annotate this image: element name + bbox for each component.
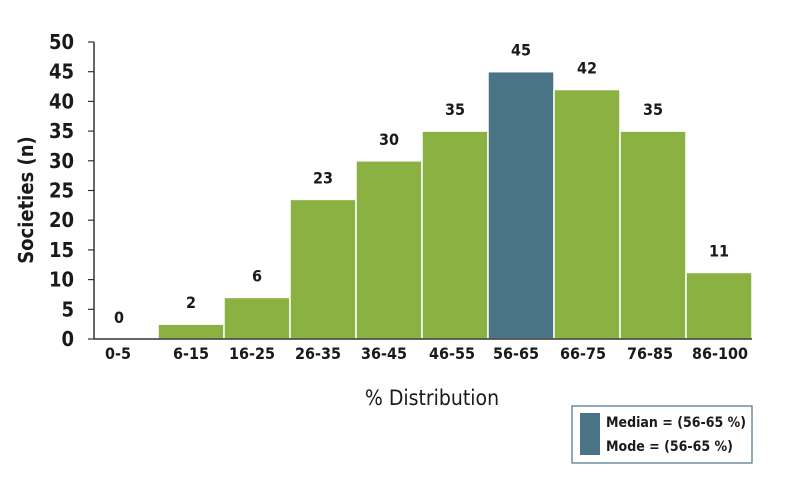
bar-16-25 xyxy=(223,296,291,340)
data-label-26-35: 23 xyxy=(313,168,333,187)
category-label-0-5: 0-5 xyxy=(105,344,131,363)
category-label-46-55: 46-55 xyxy=(429,344,475,363)
bar-46-55 xyxy=(421,130,489,340)
category-labels-group: 0-5 6-15 16-25 26-35 36-45 46-55 56-65 66-75 76-… xyxy=(105,344,748,363)
bar-76-85 xyxy=(619,130,687,340)
legend-box xyxy=(571,405,753,464)
y-tick-label-0: 0 xyxy=(61,327,74,351)
bar-56-65 xyxy=(487,70,555,340)
y-axis-title: Societies (n) xyxy=(14,136,38,264)
category-label-56-65: 56-65 xyxy=(493,344,539,363)
data-label-56-65: 45 xyxy=(511,41,531,60)
category-label-6-15: 6-15 xyxy=(173,344,209,363)
bar-36-45 xyxy=(355,160,423,340)
category-label-86-100: 86-100 xyxy=(692,344,748,363)
bar-26-35 xyxy=(289,198,357,340)
y-tick-label-45: 45 xyxy=(49,60,74,84)
y-tick-label-35: 35 xyxy=(49,119,74,143)
x-axis-title: % Distribution xyxy=(365,386,499,410)
data-label-46-55: 35 xyxy=(445,100,465,119)
category-label-36-45: 36-45 xyxy=(361,344,407,363)
category-label-76-85: 76-85 xyxy=(627,344,673,363)
category-label-26-35: 26-35 xyxy=(295,344,341,363)
legend-swatch xyxy=(580,413,600,455)
data-label-86-100: 11 xyxy=(709,241,729,260)
data-label-0-5: 0 xyxy=(114,308,124,327)
data-label-16-25: 6 xyxy=(252,266,262,285)
data-label-76-85: 35 xyxy=(643,100,663,119)
bar-6-15 xyxy=(157,323,225,340)
data-labels-group: 0 2 6 23 30 35 45 42 35 11 xyxy=(114,41,729,327)
y-tick-label-40: 40 xyxy=(49,89,74,113)
data-label-6-15: 2 xyxy=(186,293,196,312)
data-label-66-75: 42 xyxy=(577,59,597,78)
category-label-16-25: 16-25 xyxy=(229,344,275,363)
y-ticks-group: 0 5 10 15 20 25 30 35 40 45 50 xyxy=(49,30,94,351)
y-tick-label-20: 20 xyxy=(49,208,74,232)
y-tick-label-25: 25 xyxy=(49,179,74,203)
bars-group xyxy=(157,70,753,340)
legend: Median = (56-65 %) Mode = (56-65 %) xyxy=(571,405,753,464)
legend-mode-text: Mode = (56-65 %) xyxy=(606,439,733,455)
y-tick-label-10: 10 xyxy=(49,268,74,292)
data-label-36-45: 30 xyxy=(379,130,399,149)
y-tick-label-30: 30 xyxy=(49,149,74,173)
y-tick-label-50: 50 xyxy=(49,30,74,54)
legend-median-text: Median = (56-65 %) xyxy=(606,415,746,431)
bar-86-100 xyxy=(685,271,753,340)
y-tick-label-5: 5 xyxy=(61,297,74,321)
y-tick-label-15: 15 xyxy=(49,238,74,262)
bar-66-75 xyxy=(553,88,621,340)
category-label-66-75: 66-75 xyxy=(560,344,606,363)
